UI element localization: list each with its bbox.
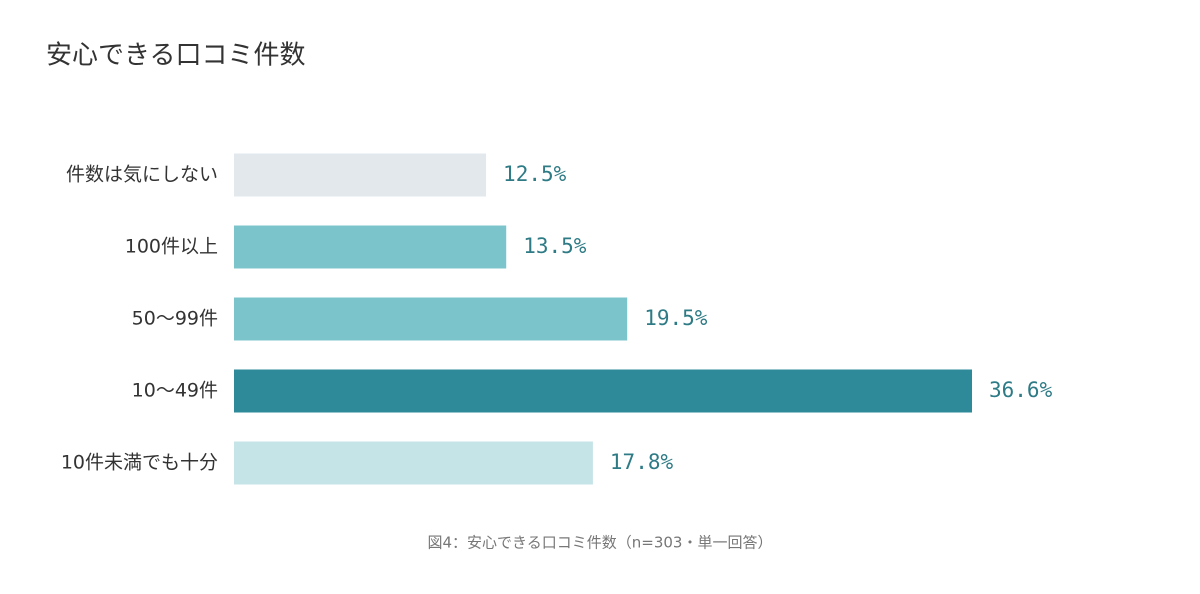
bar — [234, 297, 628, 341]
value-label: 13.5% — [523, 234, 587, 258]
bar — [234, 225, 507, 269]
value-label: 17.8% — [610, 450, 674, 474]
category-label: 50〜99件 — [132, 308, 218, 330]
category-label: 10〜49件 — [132, 380, 218, 402]
category-label: 100件以上 — [125, 236, 218, 258]
value-label: 12.5% — [503, 162, 567, 186]
bar — [234, 441, 593, 485]
value-label: 36.6% — [989, 378, 1053, 402]
chart-title: 安心できる口コミ件数 — [46, 41, 305, 71]
bar — [234, 369, 972, 413]
bar — [234, 153, 487, 197]
category-label: 10件未満でも十分 — [61, 452, 218, 474]
value-label: 19.5% — [644, 306, 708, 330]
category-label: 件数は気にしない — [66, 164, 218, 186]
caption: 図4：安心できる口コミ件数（n=303・単一回答） — [428, 534, 773, 552]
